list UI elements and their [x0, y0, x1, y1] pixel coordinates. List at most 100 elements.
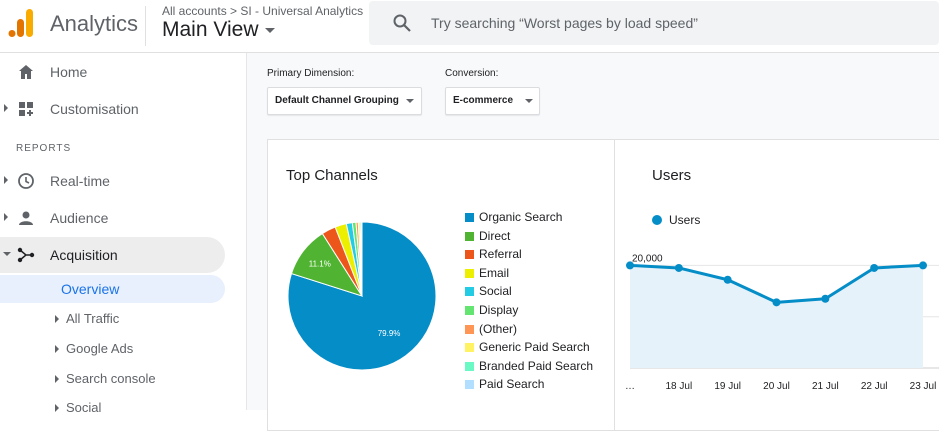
legend-label: Referral — [479, 247, 522, 261]
top-channels-legend: Organic Search Direct Referral Email Social D… — [465, 208, 610, 398]
nav-home-label: Home — [50, 64, 87, 80]
nav-real-time[interactable]: Real-time — [0, 163, 240, 199]
search-icon — [392, 13, 412, 33]
nav-audience[interactable]: Audience — [0, 200, 240, 236]
legend-swatch — [465, 287, 474, 296]
users-legend-label: Users — [669, 213, 700, 227]
top-channels-title: Top Channels — [286, 167, 378, 184]
users-area — [630, 265, 923, 368]
legend-label: Generic Paid Search — [479, 340, 590, 354]
subnav-overview[interactable]: Overview — [0, 275, 225, 303]
app-title: Analytics — [50, 11, 138, 37]
collapse-arrow-icon — [3, 252, 11, 256]
legend-label: Display — [479, 303, 518, 317]
x-tick-label: 22 Jul — [861, 381, 888, 392]
home-icon — [17, 63, 35, 81]
nav-customisation-label: Customisation — [50, 101, 139, 117]
top-channels-pie-chart[interactable]: 79.9% 11.1% — [286, 220, 438, 372]
legend-swatch — [465, 343, 474, 352]
view-selector-label: Main View — [162, 18, 259, 41]
conversion-dropdown[interactable]: E-commerce — [445, 87, 540, 115]
x-tick-label: … — [625, 381, 635, 392]
search-placeholder: Try searching “Worst pages by load speed… — [431, 15, 698, 31]
x-tick-label: 19 Jul — [714, 381, 741, 392]
subnav-google-ads[interactable]: Google Ads — [0, 335, 225, 363]
view-selector[interactable]: Main View — [162, 18, 275, 42]
users-data-point[interactable] — [821, 295, 829, 303]
reports-section-label: REPORTS — [16, 143, 71, 154]
x-tick-label: 18 Jul — [665, 381, 692, 392]
legend-label: (Other) — [479, 322, 517, 336]
legend-swatch — [465, 306, 474, 315]
users-data-point[interactable] — [626, 261, 634, 269]
main-content: Primary Dimension: Default Channel Group… — [247, 53, 939, 410]
legend-swatch — [465, 362, 474, 371]
subnav-all-traffic-label: All Traffic — [66, 311, 119, 326]
expand-arrow-icon — [55, 404, 59, 412]
x-tick-label: 20 Jul — [763, 381, 790, 392]
legend-label: Email — [479, 266, 509, 280]
caret-down-icon — [525, 99, 533, 103]
account-breadcrumb[interactable]: All accounts > SI - Universal Analytics — [162, 4, 363, 18]
users-data-point[interactable] — [919, 261, 927, 269]
legend-label: Social — [479, 284, 512, 298]
acquisition-icon — [17, 246, 35, 264]
users-data-point[interactable] — [773, 298, 781, 306]
users-title: Users — [652, 167, 691, 184]
expand-arrow-icon — [55, 345, 59, 353]
dashboard-grid-icon — [17, 100, 35, 118]
users-data-point[interactable] — [675, 264, 683, 272]
person-icon — [17, 209, 35, 227]
x-tick-label: 23 Jul — [910, 381, 937, 392]
expand-arrow-icon — [4, 176, 8, 184]
users-data-point[interactable] — [724, 276, 732, 284]
subnav-overview-label: Overview — [61, 281, 119, 297]
expand-arrow-icon — [55, 315, 59, 323]
primary-dimension-value: Default Channel Grouping — [275, 95, 399, 106]
legend-label: Paid Search — [479, 377, 544, 391]
conversion-label: Conversion: — [445, 68, 498, 79]
subnav-search-console[interactable]: Search console — [0, 365, 225, 393]
expand-arrow-icon — [4, 213, 8, 221]
legend-label: Organic Search — [479, 210, 562, 224]
title-divider — [145, 6, 146, 46]
legend-swatch — [465, 269, 474, 278]
caret-down-icon — [265, 28, 275, 33]
nav-real-time-label: Real-time — [50, 173, 110, 189]
nav-audience-label: Audience — [50, 210, 108, 226]
subnav-social[interactable]: Social — [0, 394, 225, 422]
conversion-value: E-commerce — [453, 95, 513, 106]
subnav-social-label: Social — [66, 400, 101, 415]
expand-arrow-icon — [4, 104, 8, 112]
nav-customisation[interactable]: Customisation — [0, 91, 240, 127]
legend-swatch — [465, 232, 474, 241]
subnav-all-traffic[interactable]: All Traffic — [0, 305, 225, 333]
legend-swatch — [465, 250, 474, 259]
legend-label: Direct — [479, 229, 510, 243]
primary-dimension-dropdown[interactable]: Default Channel Grouping — [267, 87, 422, 115]
pie-data-label: 79.9% — [378, 329, 401, 338]
nav-acquisition[interactable]: Acquisition — [0, 237, 225, 273]
legend-label: Branded Paid Search — [479, 359, 593, 373]
top-bar: Analytics All accounts > SI - Universal … — [0, 0, 939, 53]
legend-swatch — [465, 325, 474, 334]
y-tick-label: 20,000 — [632, 253, 663, 264]
nav-acquisition-label: Acquisition — [50, 247, 118, 263]
x-tick-label: 21 Jul — [812, 381, 839, 392]
subnav-google-ads-label: Google Ads — [66, 341, 133, 356]
search-bar[interactable]: Try searching “Worst pages by load speed… — [369, 1, 939, 45]
caret-down-icon — [406, 99, 414, 103]
sidebar: Home Customisation REPORTS Real-time Aud… — [0, 53, 247, 410]
subnav-search-console-label: Search console — [66, 371, 156, 386]
expand-arrow-icon — [55, 375, 59, 383]
primary-dimension-label: Primary Dimension: — [267, 68, 354, 79]
analytics-logo-icon[interactable] — [8, 9, 34, 37]
users-legend-dot-icon — [651, 214, 663, 226]
legend-swatch — [465, 213, 474, 222]
nav-home[interactable]: Home — [0, 54, 240, 90]
clock-icon — [17, 172, 35, 190]
users-data-point[interactable] — [870, 264, 878, 272]
pie-data-label: 11.1% — [309, 259, 331, 268]
